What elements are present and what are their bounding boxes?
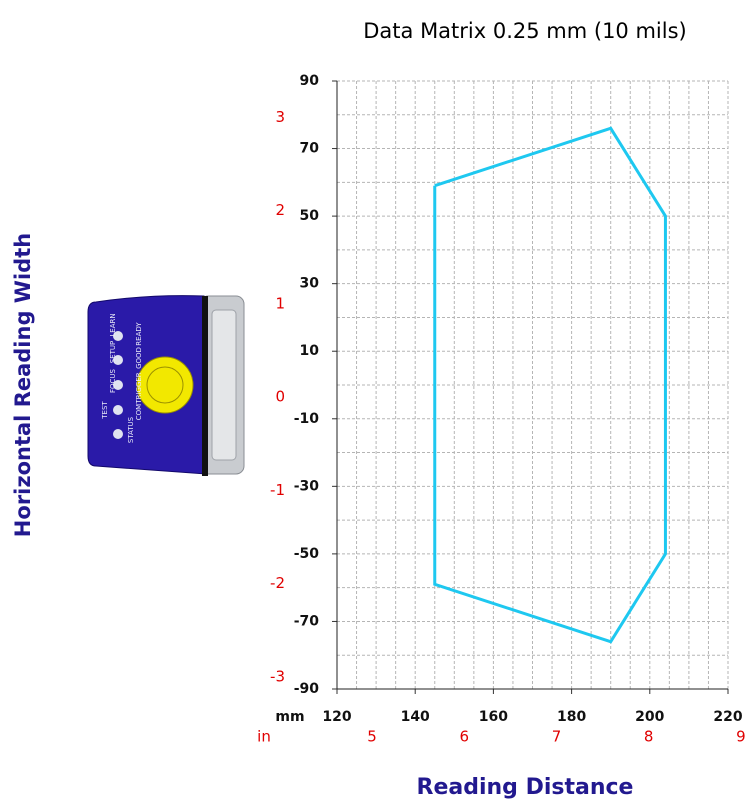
y-tick-label: 30 <box>300 276 320 292</box>
led <box>113 405 123 415</box>
y-tick-label: -10 <box>294 411 320 427</box>
y2-tick-label: 3 <box>275 108 285 126</box>
y2-tick-label: 1 <box>275 294 285 312</box>
device-label: TEST <box>101 401 109 420</box>
y2-tick-label: -2 <box>270 574 285 592</box>
y2-tick-label: -3 <box>270 667 285 685</box>
y-tick-label: -90 <box>294 681 320 697</box>
x-tick-label: 160 <box>479 709 508 725</box>
x2-tick-label: 6 <box>459 728 469 746</box>
device-label: GOOD <box>135 347 143 369</box>
y-axis-title: Horizontal Reading Width <box>11 233 35 537</box>
device-label: LEARN <box>109 313 117 336</box>
y2-tick-label: 2 <box>275 201 285 219</box>
x2-tick-label: 5 <box>367 728 377 746</box>
device-illustration <box>87 295 245 476</box>
x-tick-label: 220 <box>713 709 742 725</box>
x2-unit: in <box>257 728 271 746</box>
led <box>113 355 123 365</box>
y2-tick-label: -1 <box>270 481 285 499</box>
x2-tick-label: 7 <box>552 728 562 746</box>
device-label: STATUS <box>127 416 135 443</box>
y-tick-label: -50 <box>294 546 320 562</box>
y-tick-label: -30 <box>294 478 320 494</box>
x-tick-label: 140 <box>401 709 430 725</box>
trigger-button <box>136 356 194 414</box>
y-tick-label: -70 <box>294 613 320 629</box>
x2-tick-label: 9 <box>736 728 746 746</box>
y-tick-label: 50 <box>300 208 320 224</box>
device-label: SETUP <box>109 341 117 364</box>
chart-title: Data Matrix 0.25 mm (10 mils) <box>363 19 686 43</box>
y-tick-label: 10 <box>300 343 320 359</box>
x-tick-label: 120 <box>322 709 351 725</box>
y-tick-label: 90 <box>300 73 320 89</box>
x-tick-label: 180 <box>557 709 586 725</box>
device-label: FOCUS <box>109 368 117 393</box>
device-label: TRIGGER <box>135 372 143 404</box>
reading-area-line <box>433 126 667 644</box>
y2-tick-label: 0 <box>275 388 285 406</box>
led <box>113 429 123 439</box>
y-tick-label: 70 <box>300 141 320 157</box>
device-edge <box>202 296 208 476</box>
x2-tick-label: 8 <box>644 728 654 746</box>
x-axis-title: Reading Distance <box>417 775 634 800</box>
led <box>113 331 123 341</box>
device-label: READY <box>135 322 143 346</box>
led <box>113 380 123 390</box>
device-label: COM <box>135 404 143 420</box>
x-unit: mm <box>275 709 304 725</box>
device-window <box>211 309 237 461</box>
x-tick-label: 200 <box>635 709 664 725</box>
trigger-ring <box>146 366 184 404</box>
